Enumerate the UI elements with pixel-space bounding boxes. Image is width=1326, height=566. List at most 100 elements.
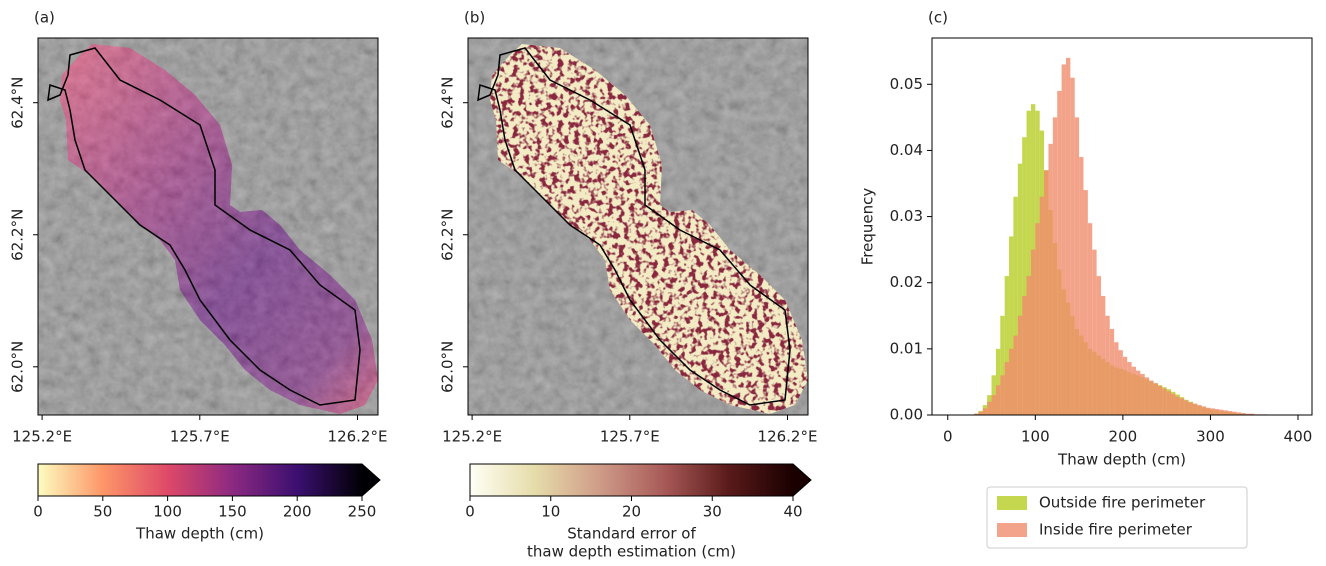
histogram-bar <box>1232 411 1237 415</box>
histogram-bar <box>1192 403 1198 415</box>
x-tick-label: 125.7°E <box>600 428 660 446</box>
histogram-bar <box>1096 276 1101 415</box>
histogram-bar <box>1070 77 1075 416</box>
histogram-bar <box>1057 90 1062 415</box>
y-tick-label: 0.05 <box>890 75 923 93</box>
legend-swatch <box>997 496 1027 510</box>
legend-box <box>986 486 1248 549</box>
histogram-bar <box>987 401 992 415</box>
histogram-bar <box>1087 223 1093 415</box>
x-tick-label: 125.7°E <box>170 428 230 446</box>
histogram-bar <box>1109 329 1115 415</box>
histogram-bar <box>1048 143 1053 415</box>
histogram-bar <box>1061 64 1066 415</box>
colorbar <box>470 464 793 496</box>
y-tick-label: 0.02 <box>890 273 923 291</box>
y-tick-label: 62.2°N <box>439 209 457 261</box>
map-a-image <box>38 38 378 415</box>
histogram-bar <box>1162 388 1167 415</box>
x-tick-label: 126.2°E <box>328 428 388 446</box>
x-tick-label: 0 <box>943 428 953 446</box>
histogram-bar <box>1074 117 1080 416</box>
y-tick-label: 62.0°N <box>9 341 27 393</box>
histogram-bar <box>1000 315 1005 415</box>
y-axis-label: Frequency <box>859 188 877 266</box>
y-tick-label: 0.03 <box>890 207 923 225</box>
legend-label: Outside fire perimeter <box>1039 494 1206 512</box>
y-tick-label: 0.00 <box>890 406 923 424</box>
y-tick-label: 62.0°N <box>439 341 457 393</box>
colorbar-tick-label: 30 <box>703 503 722 521</box>
legend-swatch <box>997 523 1027 537</box>
histogram-bar <box>1004 276 1010 415</box>
axes-frame <box>37 37 379 416</box>
histogram-bar <box>1210 408 1215 415</box>
colorbar-outline <box>469 463 812 497</box>
histogram-bar <box>1245 413 1250 415</box>
map-b-image <box>468 38 808 415</box>
histogram-bar <box>1105 315 1110 415</box>
histogram-bar <box>995 348 1001 415</box>
histogram-bar <box>1175 396 1180 415</box>
y-tick-label: 62.4°N <box>9 77 27 129</box>
histogram-bar <box>1223 410 1228 415</box>
histogram-bar <box>1236 412 1242 415</box>
colorbar-tick-label: 250 <box>348 503 377 521</box>
axes-frame <box>467 37 809 416</box>
x-tick-label: 100 <box>1021 428 1050 446</box>
histogram-bar <box>1083 190 1088 415</box>
histogram-bar <box>1017 315 1023 415</box>
histogram-bar <box>1092 249 1097 415</box>
y-tick-label: 0.04 <box>890 141 923 159</box>
histogram-bar <box>1166 391 1172 415</box>
colorbar-label: Standard error of <box>567 525 696 543</box>
colorbar-tick-label: 10 <box>541 503 560 521</box>
histogram-bar <box>1022 137 1027 416</box>
histogram-bar <box>1179 398 1185 415</box>
histogram-bar <box>1214 409 1220 415</box>
histogram-bar <box>1039 196 1045 415</box>
colorbar-outline <box>37 463 381 497</box>
histogram-bar <box>1241 413 1246 415</box>
histogram-bar <box>1022 295 1027 415</box>
histogram-bar <box>1100 295 1106 415</box>
x-tick-label: 200 <box>1109 428 1138 446</box>
histogram-bar <box>995 385 1001 415</box>
histogram-bar <box>1026 110 1031 415</box>
histogram-bar <box>1026 276 1031 415</box>
colorbar-tick-label: 100 <box>153 503 182 521</box>
histogram-bar <box>1114 342 1119 415</box>
histogram-bar <box>1201 406 1207 415</box>
legend-label: Inside fire perimeter <box>1039 521 1193 539</box>
histogram-bar <box>1122 356 1128 415</box>
colorbar-label: thaw depth estimation (cm) <box>527 543 736 561</box>
y-tick-label: 0.01 <box>890 339 923 357</box>
histogram-bar <box>1136 370 1141 415</box>
histogram-bar <box>974 413 979 415</box>
panel-label: (c) <box>928 9 948 27</box>
histogram-bar <box>1035 223 1040 415</box>
x-tick-label: 126.2°E <box>758 428 818 446</box>
histogram-bar <box>1149 380 1154 415</box>
histogram-bar <box>1004 362 1010 415</box>
histogram-bar <box>1140 373 1145 415</box>
histogram-bar <box>1184 400 1189 415</box>
colorbar-extension <box>362 464 380 496</box>
panel-label: (b) <box>464 9 485 27</box>
histogram-bar <box>1197 405 1202 415</box>
histogram-bar <box>991 395 996 415</box>
histogram-bar <box>1052 117 1058 416</box>
y-tick-label: 62.4°N <box>439 77 457 129</box>
histogram-bar <box>1013 196 1018 415</box>
colorbar-tick-label: 20 <box>622 503 641 521</box>
histogram-bar <box>1144 377 1150 415</box>
histogram-bar <box>978 411 983 415</box>
colorbar <box>38 464 362 496</box>
histogram-bar <box>1009 348 1014 415</box>
histogram-bar <box>1188 402 1193 415</box>
histogram-bar <box>1249 413 1255 415</box>
histogram-bar <box>1157 385 1163 415</box>
x-tick-label: 125.2°E <box>442 428 502 446</box>
x-tick-label: 125.2°E <box>12 428 72 446</box>
